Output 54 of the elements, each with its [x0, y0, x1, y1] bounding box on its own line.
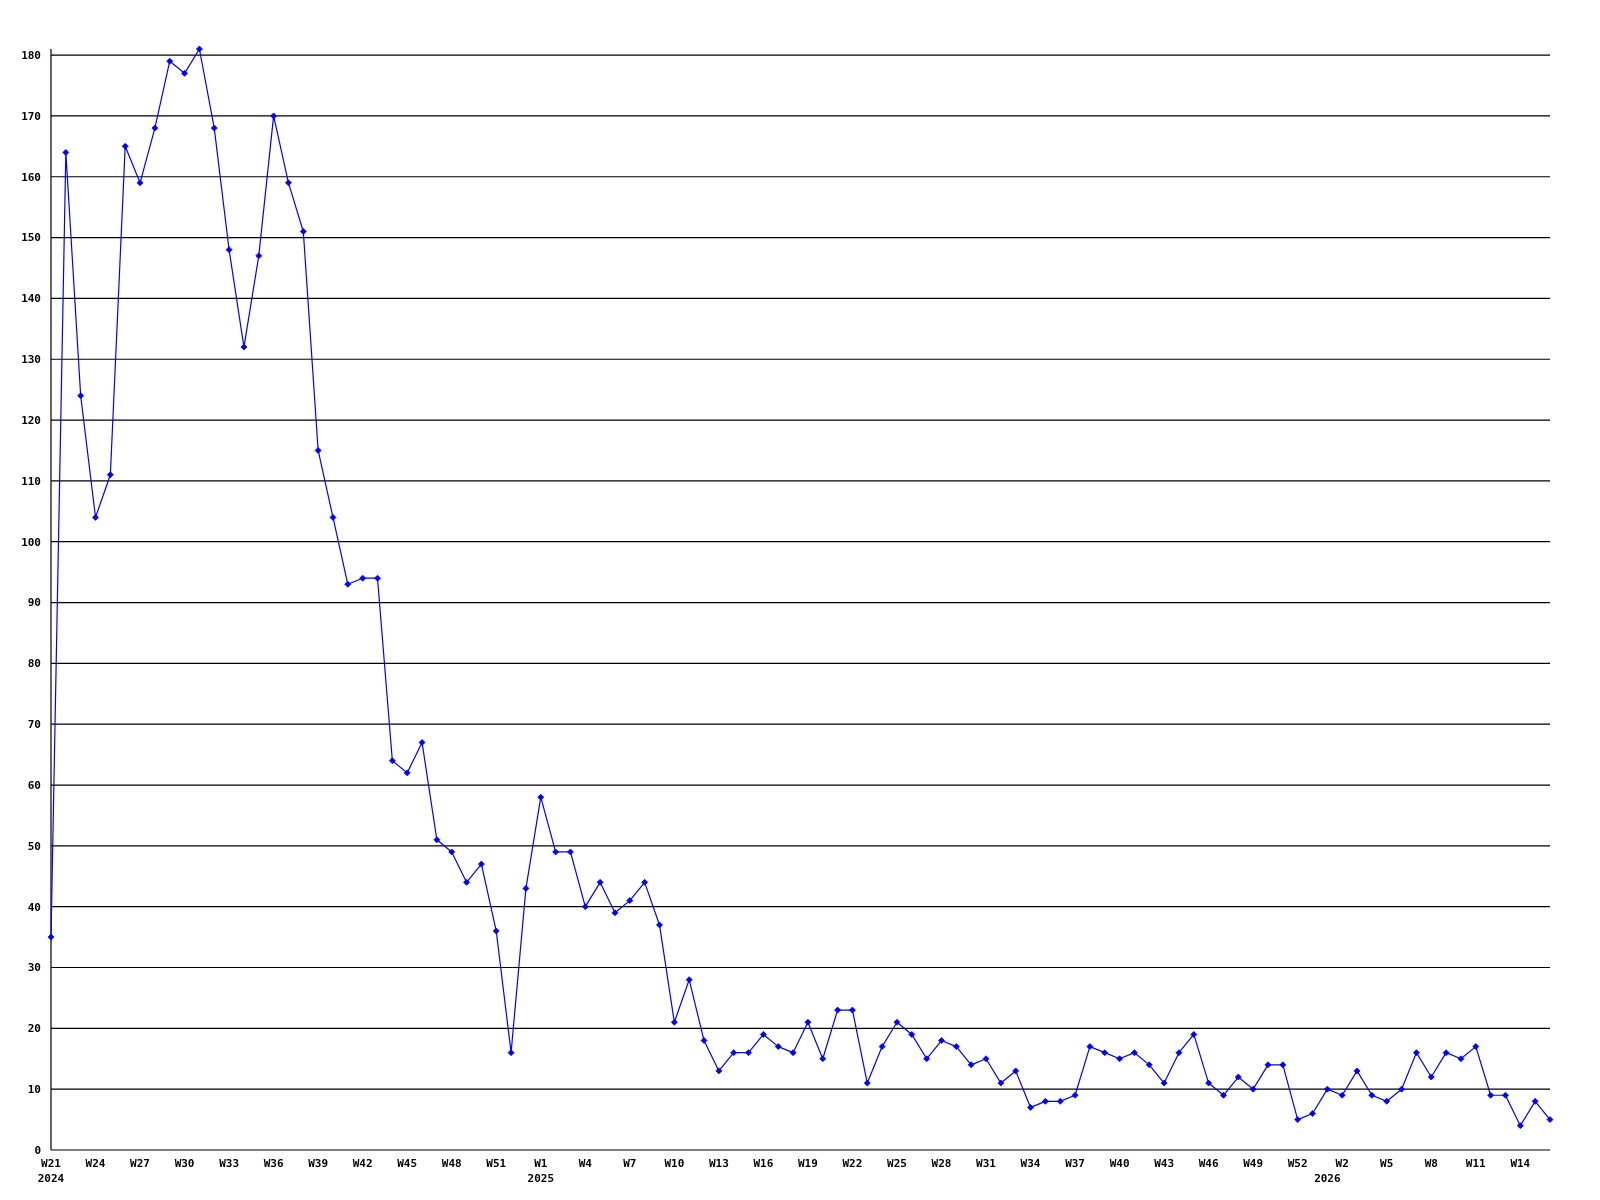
x-tick-label: W13	[708, 1157, 729, 1170]
y-tick-label: 160	[21, 170, 41, 184]
y-tick-label: 60	[27, 778, 41, 792]
x-tick-label: W33	[219, 1157, 240, 1170]
y-tick-label: 130	[21, 353, 41, 367]
x-tick-label: W46	[1198, 1157, 1219, 1170]
x-tick-label: W28	[931, 1157, 952, 1170]
y-tick-label: 150	[21, 231, 41, 245]
y-tick-label: 50	[27, 839, 41, 853]
x-tick-label: W11	[1465, 1157, 1487, 1170]
y-tick-label: 90	[27, 596, 41, 610]
x-tick-label: W27	[130, 1157, 150, 1170]
y-tick-label: 0	[34, 1143, 41, 1157]
y-tick-label: 120	[21, 413, 41, 427]
x-tick-label: W30	[174, 1157, 195, 1170]
x-tick-label: W21 2024	[37, 1157, 65, 1185]
x-tick-label: W1 2025	[527, 1157, 555, 1185]
x-tick-label: W2	[1335, 1157, 1349, 1170]
y-tick-label: 80	[27, 657, 41, 671]
x-tick-label: W24	[85, 1157, 106, 1170]
y-tick-label: 110	[21, 474, 41, 488]
x-tick-label: W34	[1020, 1157, 1041, 1170]
y-tick-label: 20	[27, 1022, 41, 1036]
x-tick-label: W48	[441, 1157, 462, 1170]
x-tick-label: W45	[397, 1157, 418, 1170]
x-tick-label: W31	[976, 1157, 997, 1170]
y-tick-label: 140	[21, 292, 41, 306]
x-tick-label: W16	[753, 1157, 774, 1170]
x-tick-label: W51	[486, 1157, 507, 1170]
x-tick-label: W42	[352, 1157, 373, 1170]
x-tick-label: W19	[797, 1157, 818, 1170]
x-tick-label: W7	[623, 1157, 637, 1170]
x-tick-label: W40	[1109, 1157, 1130, 1170]
y-tick-label: 30	[27, 961, 41, 975]
x-tick-label: 2026	[1314, 1172, 1341, 1185]
x-tick-label: W10	[664, 1157, 685, 1170]
x-tick-label: W36	[263, 1157, 284, 1170]
x-tick-label: W5	[1380, 1157, 1394, 1170]
x-tick-label: W43	[1154, 1157, 1175, 1170]
x-tick-label: W22	[842, 1157, 863, 1170]
x-tick-label: W25	[887, 1157, 907, 1170]
x-tick-label: W49	[1243, 1157, 1264, 1170]
x-tick-label: W37	[1065, 1157, 1086, 1170]
y-tick-label: 70	[27, 718, 41, 732]
x-tick-label: W52	[1287, 1157, 1308, 1170]
x-tick-label: W39	[308, 1157, 329, 1170]
y-tick-label: 180	[21, 48, 41, 62]
y-tick-label: 10	[27, 1083, 41, 1097]
x-tick-label: W4	[578, 1157, 593, 1170]
y-tick-label: 40	[27, 900, 41, 914]
x-tick-label: W14	[1510, 1157, 1531, 1170]
x-tick-label: W8	[1424, 1157, 1438, 1170]
y-tick-label: 170	[21, 109, 41, 123]
y-tick-label: 100	[21, 535, 41, 549]
